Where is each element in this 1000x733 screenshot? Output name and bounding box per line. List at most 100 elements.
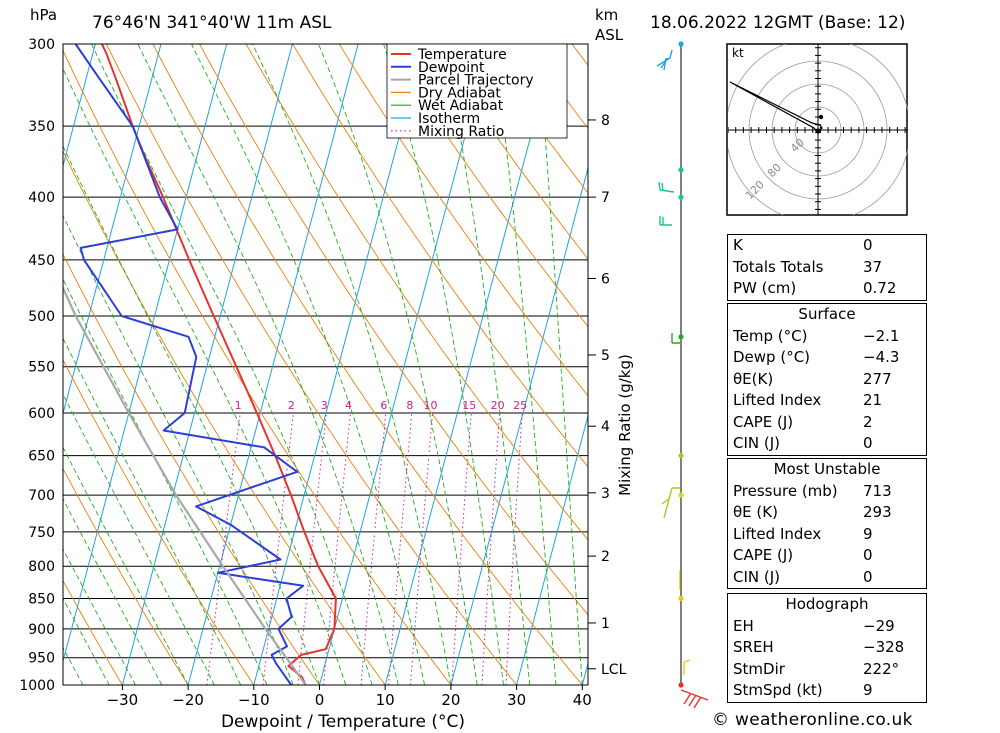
row-label: StmDir: [733, 659, 785, 678]
row-value: 9: [863, 524, 873, 543]
mixing-ratio-label: 20: [491, 399, 505, 412]
mixing-ratio-line: [451, 412, 472, 685]
row-value: 277: [863, 369, 892, 388]
wet-adiabat-line: [63, 548, 136, 685]
wind-level-marker: [678, 595, 684, 602]
dry-adiabat-line: [63, 150, 386, 685]
wind-level-marker: [678, 41, 684, 47]
wind-barb: [656, 49, 673, 71]
wet-adiabat-line: [252, 44, 452, 685]
legend-entry: Dry Adiabat: [418, 85, 501, 101]
mixing-ratio-label: 1: [235, 399, 242, 412]
mixing-ratio-line: [297, 412, 327, 685]
wet-adiabat-line: [137, 44, 399, 685]
row-label: CAPE (J): [733, 412, 794, 431]
row-label: EH: [733, 616, 754, 635]
dry-adiabat-line: [431, 44, 588, 260]
km-tick-label: 8: [601, 113, 610, 129]
wind-barb: [658, 181, 675, 193]
row-label: θE(K): [733, 369, 774, 388]
isotherm-line: [121, 44, 293, 685]
row-value: 0: [863, 546, 873, 564]
wet-adiabat-line: [91, 44, 373, 685]
row-value: 0: [863, 434, 873, 452]
index-label: K: [733, 236, 743, 254]
wet-adiabat-line: [191, 44, 426, 685]
row-value: −4.3: [863, 348, 900, 366]
mixing-ratio-label: 8: [406, 399, 413, 412]
dry-adiabat-line: [105, 44, 517, 685]
km-tick-label: 4: [601, 419, 610, 435]
pressure-tick-label: 750: [28, 525, 55, 541]
wet-adiabat-line: [63, 393, 215, 685]
row-label: CIN (J): [733, 434, 781, 452]
wind-barb: [671, 333, 680, 344]
mu-row: θE (K) 293: [728, 502, 926, 524]
mixing-ratio-line: [206, 412, 241, 685]
mu-row: CAPE (J) 0: [728, 545, 926, 567]
mixing-ratio-label: 15: [462, 399, 476, 412]
hodograph-trace: [729, 81, 823, 133]
pressure-tick-label: 700: [28, 488, 55, 504]
index-label: PW (cm): [733, 279, 797, 297]
pressure-tick-label: 300: [28, 37, 55, 53]
mixing-ratio-line: [360, 412, 387, 685]
wind-barb: [683, 659, 691, 675]
legend-entry: Isotherm: [418, 111, 480, 127]
wind-level-marker: [678, 492, 684, 498]
index-value: 0: [863, 236, 873, 254]
surface-row: θE(K) 277: [728, 369, 926, 391]
row-value: −2.1: [863, 326, 900, 345]
isotherm-line: [63, 44, 228, 664]
km-tick-label: 3: [601, 486, 610, 502]
row-value: 21: [863, 391, 883, 409]
surface-row: Temp (°C) −2.1: [728, 326, 926, 348]
row-value: 713: [863, 481, 892, 500]
dry-adiabat-line: [292, 44, 588, 468]
row-label: Temp (°C): [733, 326, 808, 345]
surface-table: Surface Temp (°C) −2.1 Dewp (°C) −4.3 θE(K…: [727, 303, 927, 456]
pressure-tick-label: 900: [28, 622, 55, 638]
pressure-tick-label: 500: [28, 309, 55, 325]
dry-adiabat-line: [152, 44, 583, 685]
dry-adiabat-line: [385, 44, 588, 328]
legend-entry: Dewpoint: [418, 60, 485, 76]
mixing-ratio-label: 3: [321, 399, 328, 412]
mixing-ratio-label: 2: [288, 399, 295, 412]
isotherm-line: [384, 44, 556, 685]
wet-adiabat-line: [63, 67, 347, 685]
mixing-ratio-axis-title: Mixing Ratio (g/kg): [616, 354, 634, 496]
pressure-tick-label: 550: [28, 360, 55, 376]
dry-adiabat-line: [199, 44, 588, 616]
wet-adiabat-line: [63, 446, 189, 685]
temperature-tick-label: 10: [376, 691, 395, 709]
surface-row: CIN (J) 0: [728, 433, 926, 455]
wet-adiabat-line: [63, 145, 320, 685]
wet-adiabat-line: [63, 597, 110, 685]
isotherm-line: [253, 44, 425, 685]
km-tick-label: 6: [601, 271, 610, 287]
pressure-tick-label: 850: [28, 591, 55, 607]
temperature-tick-label: −20: [172, 691, 204, 709]
dry-adiabat-line: [63, 253, 320, 685]
row-value: −328: [863, 638, 905, 656]
storm-motion-marker: [818, 114, 824, 120]
row-label: SREH: [733, 638, 774, 656]
legend-entry: Parcel Trajectory: [418, 73, 534, 89]
row-value: −29: [863, 616, 895, 635]
row-label: Dewp (°C): [733, 348, 811, 366]
row-label: Pressure (mb): [733, 481, 838, 500]
row-label: CAPE (J): [733, 546, 794, 564]
hodograph-table-title: Hodograph: [785, 595, 869, 613]
temperature-tick-label: 0: [315, 691, 325, 709]
wind-level-marker: [678, 453, 684, 459]
pressure-tick-label: 600: [28, 406, 55, 422]
hodo-row: EH −29: [728, 616, 926, 638]
row-label: StmSpd (kt): [733, 681, 823, 699]
temperature-tick-label: 20: [441, 691, 460, 709]
mixing-ratio-label: 25: [513, 399, 527, 412]
asl-unit-label: ASL: [595, 26, 624, 44]
